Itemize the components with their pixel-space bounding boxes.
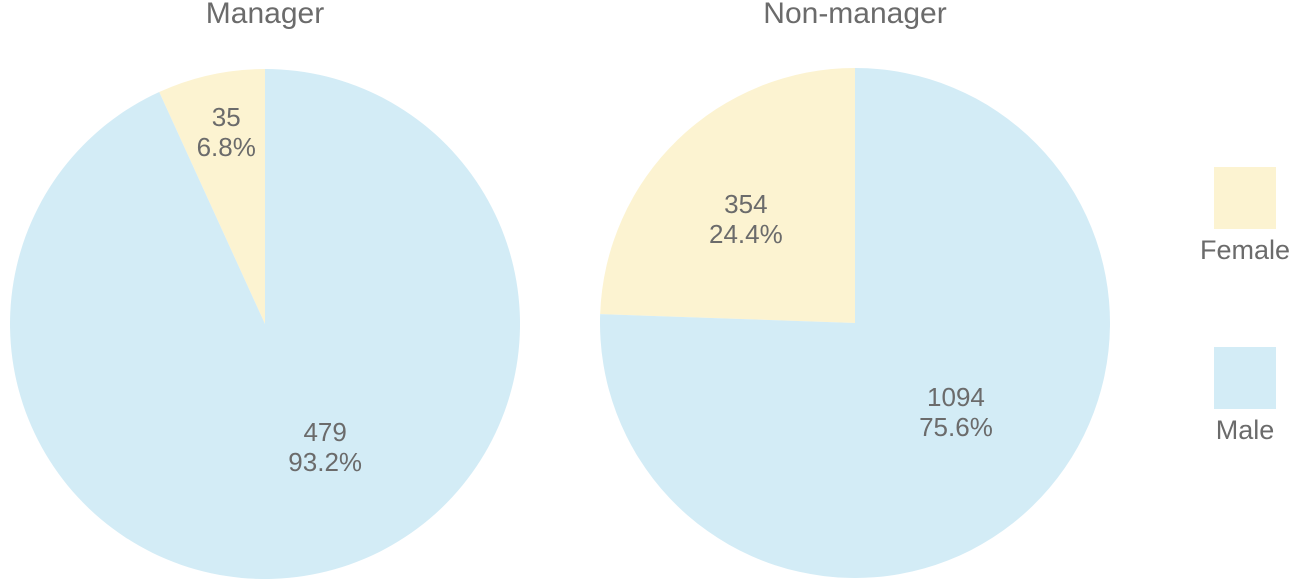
pie-svg-manager <box>10 69 520 579</box>
legend-label-female: Female <box>1199 235 1291 265</box>
pie-chart-non-manager: 354 24.4% 1094 75.6% <box>600 68 1110 578</box>
pie-chart-manager: 35 6.8% 479 93.2% <box>10 69 520 579</box>
pie-slice-manager-male <box>10 69 520 579</box>
legend-entry-male: Male <box>1188 347 1300 445</box>
pie-slice-non-manager-male <box>600 68 1110 578</box>
pie-svg-non-manager <box>600 68 1110 578</box>
pie-slice-manager-female <box>159 69 265 324</box>
legend-entry-female: Female <box>1188 167 1300 265</box>
pie-title-non-manager: Non-manager <box>763 0 947 30</box>
pie-slice-non-manager-female <box>600 68 855 323</box>
legend-label-male: Male <box>1215 415 1275 445</box>
pie-title-manager: Manager <box>205 0 325 30</box>
female-color-swatch <box>1214 167 1276 229</box>
male-color-swatch <box>1214 347 1276 409</box>
